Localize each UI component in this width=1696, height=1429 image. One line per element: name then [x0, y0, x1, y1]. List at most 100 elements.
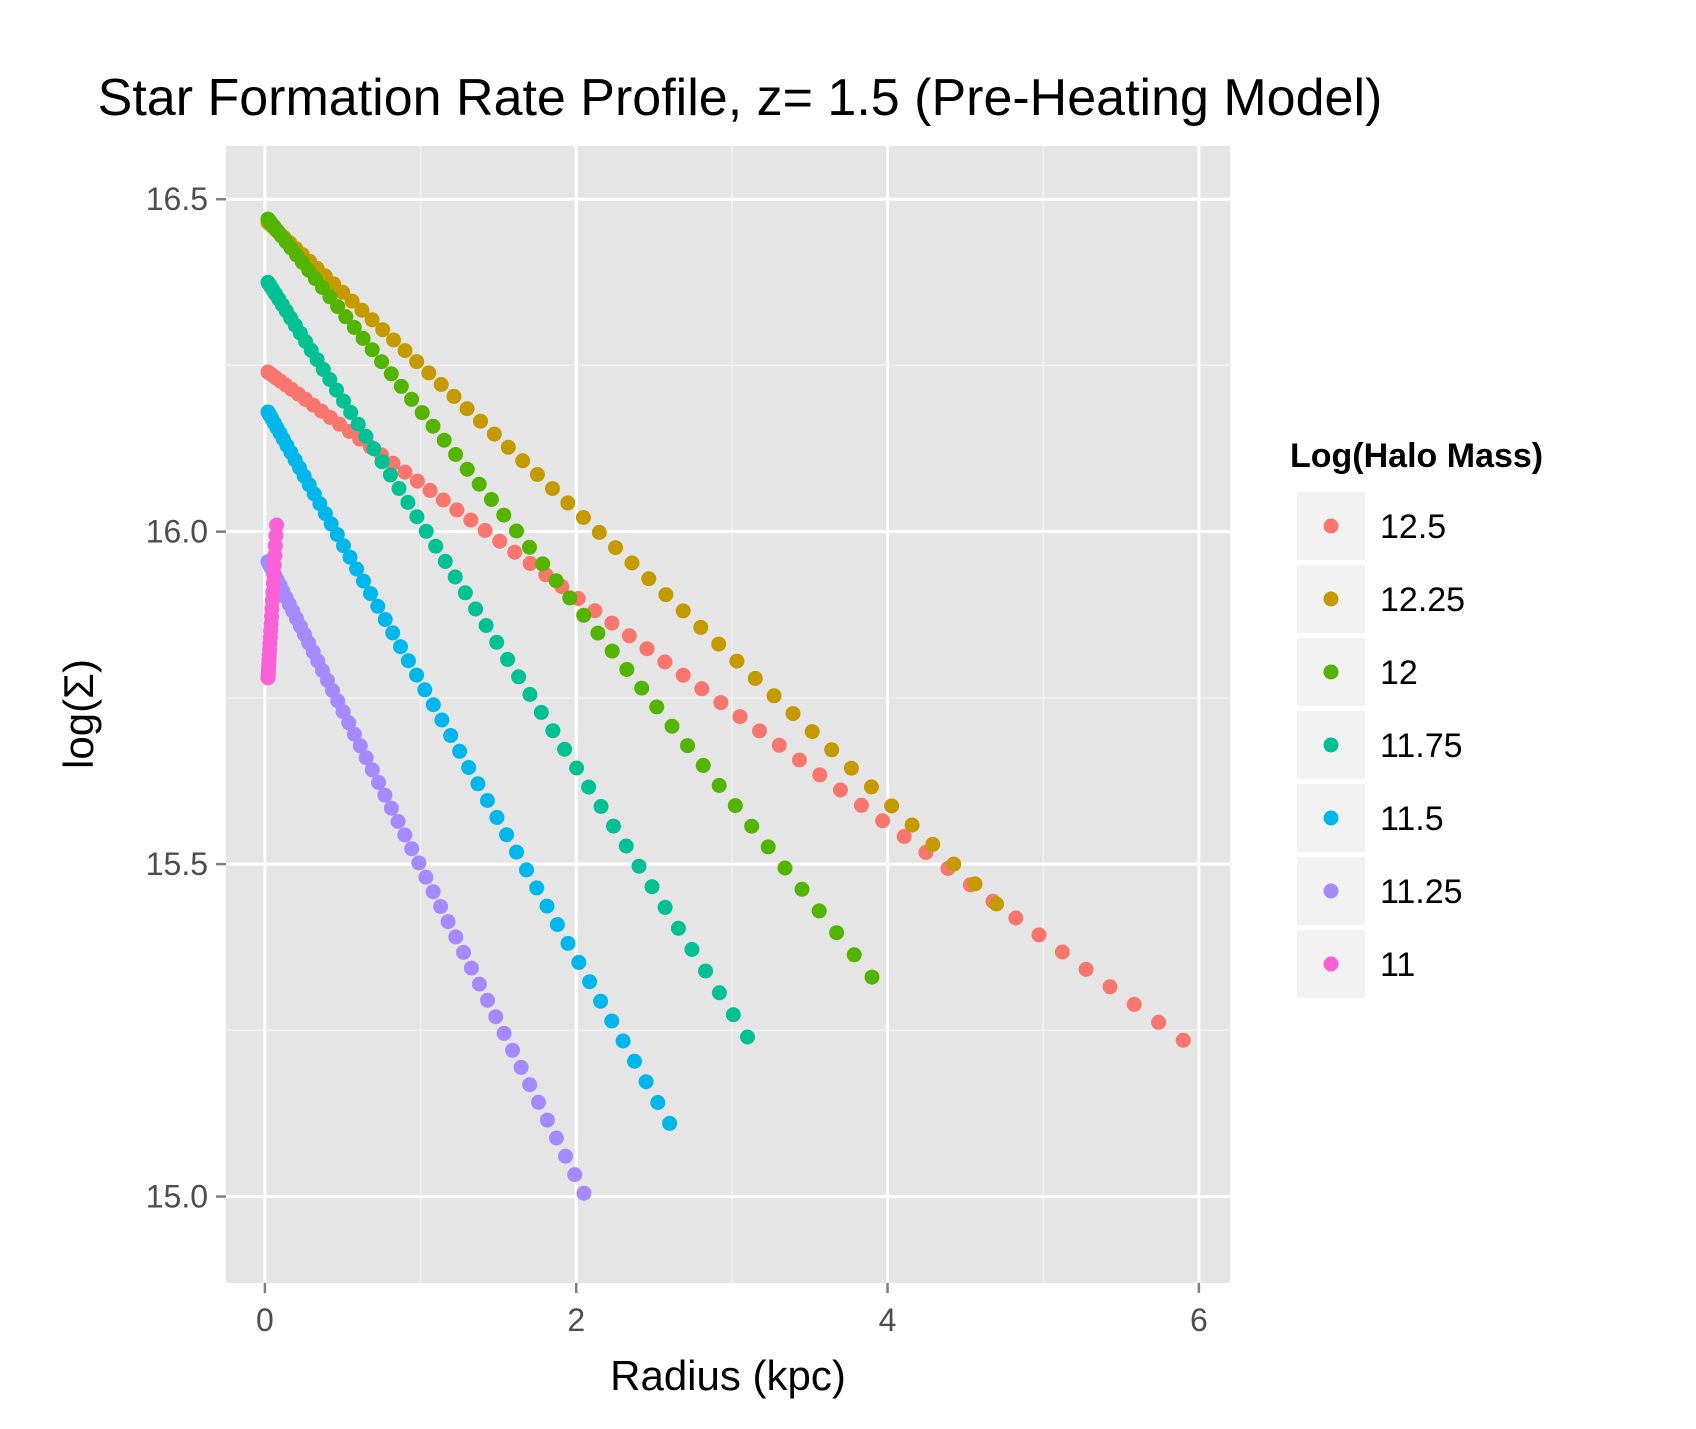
- data-points: [260, 211, 1191, 1201]
- series-12: [260, 211, 880, 985]
- data-point: [621, 628, 637, 644]
- data-point: [747, 670, 763, 686]
- data-point: [269, 517, 285, 533]
- data-point: [449, 502, 465, 518]
- data-point: [338, 309, 354, 325]
- data-point: [375, 322, 391, 338]
- data-point: [509, 523, 524, 539]
- data-point: [329, 527, 345, 543]
- data-point: [461, 760, 477, 775]
- data-point: [529, 880, 545, 896]
- legend-title: Log(Halo Mass): [1290, 437, 1543, 475]
- data-point: [500, 439, 516, 455]
- data-point: [766, 688, 782, 704]
- data-point: [425, 884, 441, 900]
- data-point: [631, 858, 647, 874]
- data-point: [794, 881, 810, 897]
- data-point: [591, 524, 607, 540]
- data-point: [843, 760, 859, 776]
- data-point: [604, 615, 620, 631]
- data-point: [421, 365, 437, 381]
- legend-swatch: [1323, 518, 1339, 534]
- data-point: [496, 1025, 512, 1041]
- data-point: [582, 974, 598, 990]
- data-point: [342, 549, 358, 565]
- data-point: [371, 774, 386, 790]
- data-point: [627, 1053, 642, 1069]
- data-point: [385, 625, 401, 641]
- data-point: [785, 706, 801, 722]
- data-point: [397, 343, 413, 359]
- data-point: [657, 899, 673, 915]
- data-point: [448, 929, 464, 945]
- data-point: [356, 573, 371, 589]
- data-point: [459, 401, 475, 417]
- legend-label: 12: [1380, 654, 1418, 692]
- data-point: [760, 839, 776, 855]
- data-point: [967, 876, 983, 892]
- data-point: [391, 481, 407, 496]
- data-point: [382, 467, 398, 483]
- data-point: [657, 654, 673, 670]
- data-point: [1175, 1032, 1191, 1048]
- data-point: [777, 860, 793, 876]
- data-point: [615, 1033, 631, 1049]
- data-point: [471, 976, 487, 992]
- data-point: [829, 925, 845, 941]
- data-point: [604, 643, 620, 659]
- data-point: [358, 750, 374, 766]
- legend-swatch: [1323, 737, 1339, 753]
- legend-item: 11.75: [1297, 711, 1463, 779]
- legend-item: 12.25: [1297, 565, 1465, 633]
- data-point: [470, 776, 486, 792]
- data-point: [863, 779, 879, 795]
- data-point: [363, 586, 378, 602]
- y-tick-label: 16.0: [146, 514, 208, 550]
- data-point: [619, 662, 635, 677]
- data-point: [1054, 944, 1070, 960]
- data-point: [846, 947, 862, 963]
- data-point: [400, 494, 416, 510]
- data-point: [864, 969, 880, 985]
- data-point: [499, 827, 515, 843]
- data-point: [509, 844, 524, 860]
- data-point: [505, 1042, 520, 1058]
- data-point: [548, 573, 564, 589]
- data-point: [374, 454, 390, 470]
- data-point: [366, 441, 382, 457]
- data-point: [698, 963, 714, 979]
- data-point: [418, 869, 434, 885]
- data-point: [433, 377, 449, 392]
- data-point: [393, 378, 409, 394]
- data-point: [649, 699, 665, 715]
- data-point: [436, 432, 452, 448]
- data-point: [330, 299, 346, 315]
- legend-swatch: [1323, 591, 1339, 607]
- data-point: [576, 1185, 592, 1201]
- data-point: [425, 697, 441, 713]
- data-point: [535, 556, 551, 572]
- data-point: [545, 723, 561, 739]
- data-point: [670, 920, 686, 936]
- data-point: [335, 704, 351, 720]
- data-point: [684, 942, 700, 957]
- data-point: [443, 728, 459, 743]
- data-point: [604, 1013, 620, 1029]
- legend-label: 11.25: [1380, 873, 1463, 911]
- data-point: [1102, 979, 1118, 995]
- data-point: [425, 418, 441, 434]
- y-axis-title: log(Σ): [55, 659, 102, 769]
- data-point: [1078, 961, 1094, 977]
- data-point: [680, 738, 695, 754]
- data-point: [435, 492, 451, 508]
- x-axis-title: Radius (kpc): [610, 1352, 846, 1399]
- data-point: [397, 827, 413, 843]
- data-point: [440, 914, 456, 930]
- legend-item: 11.5: [1297, 784, 1444, 852]
- data-point: [711, 985, 727, 1001]
- data-point: [1151, 1014, 1167, 1030]
- grid-minor: [226, 146, 1230, 1283]
- data-point: [560, 495, 576, 511]
- data-point: [562, 590, 578, 606]
- data-point: [377, 787, 393, 803]
